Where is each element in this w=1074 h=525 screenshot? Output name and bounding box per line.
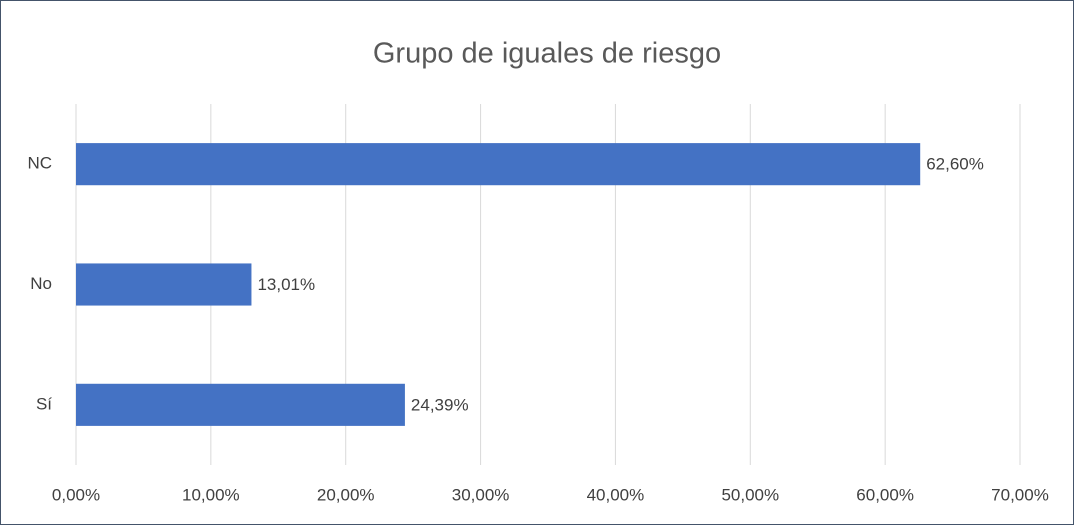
y-tick-label: Sí [36,394,52,413]
y-tick-label: NC [27,154,52,173]
x-tick-label: 0,00% [52,485,100,504]
x-tick-label: 30,00% [452,485,510,504]
bar [76,143,921,186]
x-tick-label: 60,00% [856,485,914,504]
x-tick-label: 70,00% [991,485,1049,504]
x-tick-label: 40,00% [587,485,645,504]
data-label: 13,01% [257,275,315,294]
x-tick-label: 50,00% [721,485,779,504]
bar [76,383,405,426]
data-label: 24,39% [411,395,469,414]
chart-title: Grupo de iguales de riesgo [373,38,721,70]
x-tick-label: 20,00% [317,485,375,504]
data-label: 62,60% [926,155,984,174]
y-tick-label: No [30,274,52,293]
x-tick-label: 10,00% [182,485,240,504]
bar [76,263,252,306]
